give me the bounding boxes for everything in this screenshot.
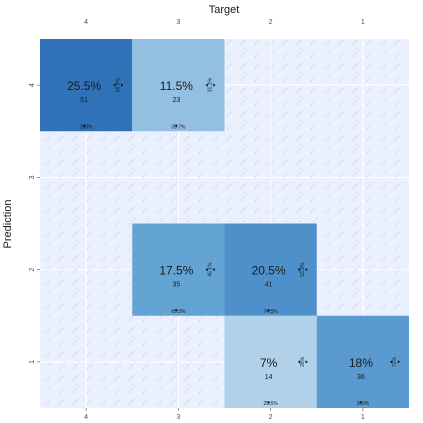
- cell-row-pct-label: 68.9%: [115, 77, 121, 92]
- row-pct-arrow-left: [205, 268, 208, 272]
- row-pct-arrow-left: [113, 83, 116, 87]
- cell-row-pct-label: 31.1%: [208, 77, 214, 92]
- heatmap-cell: 7% 14 25.5% 28%: [224, 315, 317, 408]
- cell-percent-label: 17.5%: [159, 264, 193, 278]
- x-tick-label-bottom: 4: [84, 414, 88, 421]
- col-pct-arrow: [267, 401, 271, 404]
- cell-row-pct-label: 46.1%: [208, 262, 214, 277]
- x-tick-label-top: 1: [361, 19, 365, 26]
- cell-percent-label: 25.5%: [67, 79, 101, 93]
- cell-percent-label: 7%: [260, 356, 278, 370]
- col-pct-arrow: [82, 124, 86, 127]
- cell-row-pct-label: 53.9%: [300, 262, 306, 277]
- cell-rect: [132, 39, 225, 132]
- row-pct-arrow-right: [213, 268, 216, 272]
- col-pct-arrow: [267, 308, 271, 311]
- row-pct-arrow-right: [305, 268, 308, 272]
- y-tick-label: 4: [29, 83, 36, 87]
- row-pct-arrow-left: [205, 83, 208, 87]
- heatmap-cell: 17.5% 35 60.3% 46.1%: [132, 223, 225, 316]
- cell-rect: [316, 315, 409, 408]
- row-pct-arrow-left: [390, 360, 393, 364]
- cell-rect: [224, 223, 317, 316]
- x-tick-label-bottom: 3: [176, 414, 180, 421]
- cell-col-pct-label: 60.3%: [171, 309, 186, 315]
- cell-row-pct-label: 72%: [392, 356, 398, 367]
- y-tick-label: 1: [29, 360, 36, 364]
- heatmap-cell: 20.5% 41 74.5% 53.9%: [224, 223, 317, 316]
- x-tick-label-top: 2: [269, 19, 273, 26]
- row-pct-arrow-right: [305, 360, 308, 364]
- row-pct-arrow-left: [297, 360, 300, 364]
- cell-percent-label: 18%: [349, 356, 373, 370]
- row-pct-arrow-right: [121, 83, 124, 87]
- cell-rect: [40, 39, 133, 132]
- cell-count-label: 36: [357, 374, 365, 381]
- col-pct-arrow: [174, 308, 178, 311]
- cell-count-label: 41: [265, 282, 273, 289]
- cell-col-pct-label: 100%: [356, 401, 369, 407]
- cell-row-pct-label: 28%: [300, 356, 306, 367]
- cell-count-label: 51: [80, 97, 88, 104]
- y-axis-title: Prediction: [2, 200, 14, 249]
- cell-col-pct-label: 100%: [80, 124, 93, 130]
- cell-col-pct-label: 74.5%: [264, 309, 279, 315]
- col-pct-arrow: [174, 124, 178, 127]
- y-tick-label: 3: [29, 175, 36, 179]
- heatmap-cells: 25.5% 51 100% 68.9% 11.5% 23 39.7% 31.1% 17.5% 35…: [40, 39, 409, 408]
- heatmap-cell: 11.5% 23 39.7% 31.1%: [132, 39, 225, 132]
- cell-rect: [224, 315, 317, 408]
- heatmap-cell: 18% 36 100% 72%: [316, 315, 409, 408]
- cell-count-label: 35: [172, 282, 180, 289]
- cell-col-pct-label: 25.5%: [264, 401, 279, 407]
- x-tick-label-top: 4: [84, 19, 88, 26]
- y-tick-label: 2: [29, 268, 36, 272]
- row-pct-arrow-right: [213, 83, 216, 87]
- x-tick-label-bottom: 1: [361, 414, 365, 421]
- row-pct-arrow-right: [397, 360, 400, 364]
- col-pct-arrow: [359, 401, 363, 404]
- cell-count-label: 14: [265, 374, 273, 381]
- cell-percent-label: 20.5%: [252, 264, 286, 278]
- heatmap-cell: 25.5% 51 100% 68.9%: [40, 39, 133, 132]
- x-tick-label-bottom: 2: [269, 414, 273, 421]
- cell-col-pct-label: 39.7%: [171, 124, 186, 130]
- x-tick-label-top: 3: [176, 19, 180, 26]
- cell-count-label: 23: [172, 97, 180, 104]
- cell-rect: [132, 223, 225, 316]
- x-axis-title: Target: [209, 4, 240, 16]
- cell-percent-label: 11.5%: [160, 79, 193, 93]
- row-pct-arrow-left: [297, 268, 300, 272]
